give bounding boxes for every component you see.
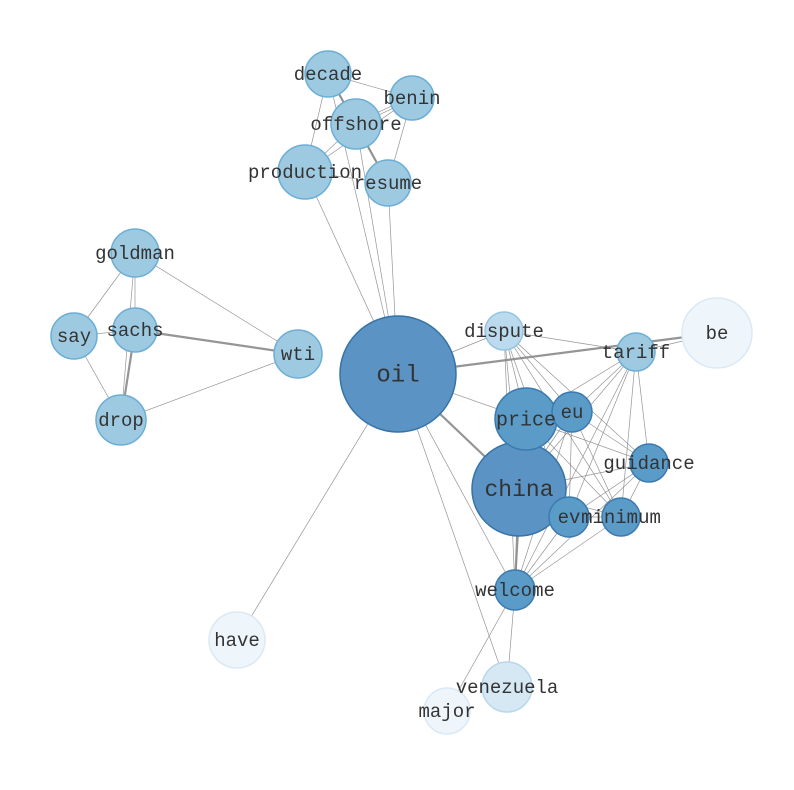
svg-text:guidance: guidance [603,453,694,475]
svg-text:resume: resume [354,173,422,195]
svg-text:say: say [57,326,91,348]
svg-text:dispute: dispute [464,321,544,343]
svg-text:eu: eu [561,402,584,424]
svg-text:benin: benin [383,88,440,110]
svg-text:have: have [214,630,260,652]
svg-text:china: china [484,477,553,503]
svg-text:venezuela: venezuela [456,677,559,699]
svg-text:price: price [496,409,556,432]
svg-text:sachs: sachs [106,320,163,342]
svg-text:tariff: tariff [602,342,670,364]
svg-text:drop: drop [98,410,144,432]
svg-text:minimum: minimum [581,507,661,529]
svg-text:ev: ev [558,507,581,529]
svg-text:major: major [418,701,475,723]
svg-text:goldman: goldman [95,243,175,265]
svg-text:offshore: offshore [310,114,401,136]
svg-text:production: production [248,162,362,184]
svg-text:welcome: welcome [475,580,555,602]
svg-text:wti: wti [281,344,315,366]
svg-text:oil: oil [376,362,419,389]
svg-text:decade: decade [294,64,362,86]
svg-text:be: be [706,323,729,345]
